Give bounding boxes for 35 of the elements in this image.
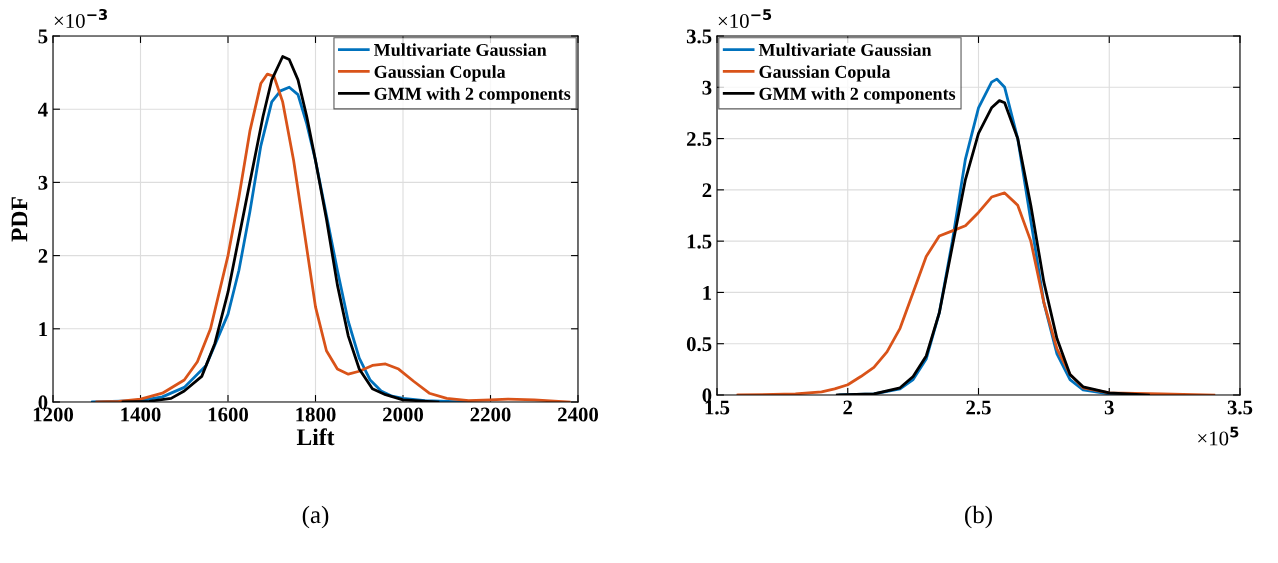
y-tick-label: 5 bbox=[38, 29, 48, 44]
legend-label: Multivariate Gaussian bbox=[758, 43, 932, 57]
y-tick-label: 3.5 bbox=[686, 29, 712, 44]
x-tick-label: 3 bbox=[1104, 400, 1114, 415]
y-tick-label: 1 bbox=[39, 322, 48, 337]
x-tick-label: 3.5 bbox=[1227, 400, 1253, 415]
text: (b) bbox=[965, 505, 992, 529]
y-tick-label: 2.5 bbox=[686, 132, 712, 147]
x-tick-label: 2 bbox=[843, 400, 853, 415]
x-axis-title: Lift bbox=[296, 428, 335, 446]
legend-label: Gaussian Copula bbox=[374, 65, 506, 82]
y-tick-label: 2 bbox=[702, 183, 712, 198]
legend-label: Multivariate Gaussian bbox=[373, 43, 547, 57]
x-tick-label: 1600 bbox=[208, 407, 249, 422]
y-tick-label: 1.5 bbox=[687, 234, 712, 249]
y-tick-label: 0.5 bbox=[686, 337, 712, 352]
x-tick-label: 1800 bbox=[296, 407, 336, 422]
legend-label: Gaussian Copula bbox=[759, 65, 891, 82]
text: ×10$^{−5}$ bbox=[718, 9, 772, 29]
text: ×10$^{5}$ bbox=[1198, 426, 1239, 446]
text: ×10$^{−3}$ bbox=[54, 8, 107, 28]
y-tick-label: 3 bbox=[702, 80, 712, 95]
y-tick-label: 1 bbox=[703, 285, 712, 300]
x-tick-label: 2400 bbox=[558, 407, 599, 422]
x-tick-label: 1400 bbox=[121, 407, 161, 422]
y-tick-label: 2 bbox=[38, 249, 48, 263]
y-tick-label: 3 bbox=[38, 175, 48, 190]
legend-label: GMM with 2 components bbox=[759, 87, 956, 104]
legend-label: GMM with 2 components bbox=[374, 87, 571, 104]
x-tick-label: 2.5 bbox=[966, 400, 991, 415]
y-tick-label: 4 bbox=[38, 102, 48, 117]
text: (a) bbox=[302, 505, 329, 529]
x-tick-label: 2200 bbox=[470, 407, 511, 422]
y-axis-title: PDF bbox=[11, 197, 28, 242]
x-tick-label: 2000 bbox=[383, 407, 424, 422]
